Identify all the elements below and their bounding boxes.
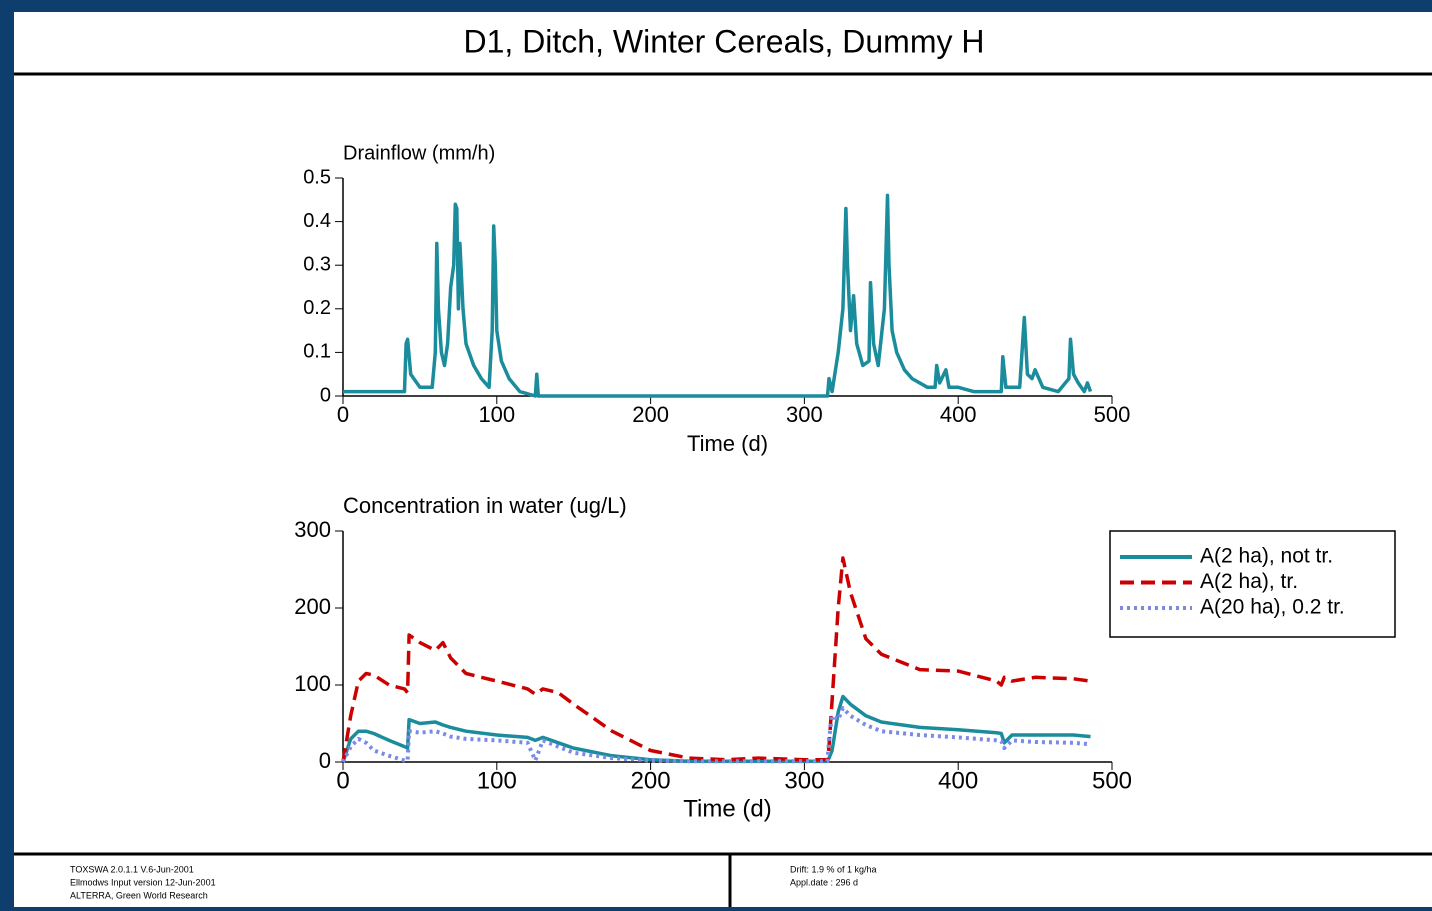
y-tick-label: 0.3 [303,253,331,275]
series-line [343,193,1093,398]
y-tick-label: 100 [294,671,331,696]
footer-text: Ellmodws Input version 12-Jun-2001 [70,877,216,887]
chart-title: Drainflow (mm/h) [343,142,495,164]
x-tick-label: 100 [477,767,517,794]
x-axis-label: Time (d) [687,431,768,456]
legend-label: A(2 ha), not tr. [1200,545,1333,568]
series-line [341,694,1091,763]
footer-text: TOXSWA 2.0.1.1 V.6-Jun-2001 [70,864,194,874]
x-tick-label: 400 [938,767,978,794]
chart-title: Concentration in water (ug/L) [343,493,627,518]
x-tick-label: 300 [784,767,824,794]
x-tick-label: 300 [786,402,823,427]
footer-text: Drift: 1.9 % of 1 kg/ha [790,864,877,874]
x-tick-label: 200 [631,767,671,794]
x-tick-label: 100 [478,402,515,427]
x-tick-label: 0 [337,402,349,427]
x-tick-label: 200 [632,402,669,427]
y-tick-label: 0 [320,384,331,406]
legend-label: A(20 ha), 0.2 tr. [1200,596,1345,619]
x-tick-label: 400 [940,402,977,427]
y-tick-label: 300 [294,517,331,542]
series-line [341,556,1091,763]
y-tick-label: 200 [294,594,331,619]
x-tick-label: 0 [336,767,349,794]
y-tick-label: 0.2 [303,297,331,319]
legend [1109,530,1396,638]
y-tick-label: 0.4 [303,210,331,232]
x-axis-label: Time (d) [683,795,771,822]
frame [14,12,1432,907]
x-tick-label: 500 [1092,767,1132,794]
legend-label: A(2 ha), tr. [1200,570,1298,593]
page-title: D1, Ditch, Winter Cereals, Dummy H [464,23,985,59]
y-tick-label: 0.1 [303,341,331,363]
x-tick-label: 500 [1094,402,1131,427]
footer-text: Appl.date : 296 d [790,877,858,887]
y-tick-label: 0.5 [303,166,331,188]
y-tick-label: 0 [319,748,331,773]
footer-text: ALTERRA, Green World Research [70,890,208,900]
